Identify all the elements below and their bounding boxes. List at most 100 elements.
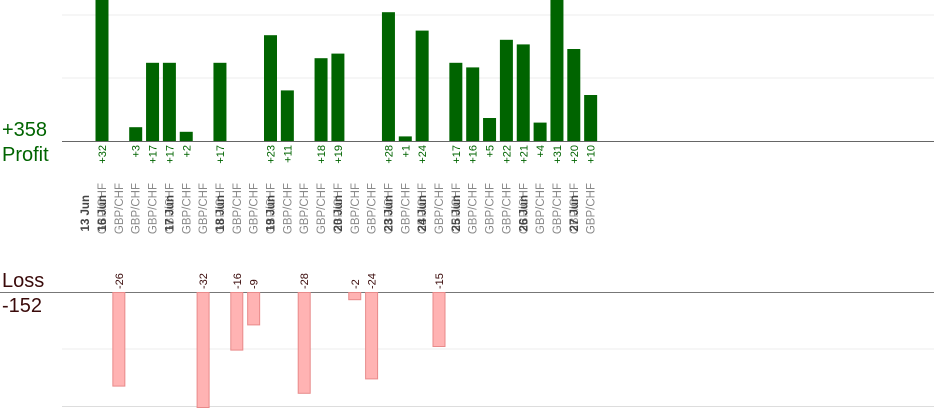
profit-value-label: +17 [215,145,227,164]
profit-bar [483,118,497,141]
profit-value-label: +10 [586,145,598,164]
pair-label: GBP/CHF [350,183,362,234]
profit-bar [146,62,160,141]
profit-value-label: +24 [417,145,429,164]
profit-bar [550,0,564,141]
loss-value-label: -32 [198,273,210,289]
loss-value-label: -16 [232,273,244,289]
pair-label: GBP/CHF [97,183,109,234]
pair-label: GBP/CHF [266,183,278,234]
date-label: 13 Jun [80,195,92,231]
loss-value-label: -24 [367,273,379,289]
profit-value-label: +11 [282,145,294,163]
profit-bar [449,62,463,141]
profit-bar [264,35,277,142]
date-label: 17 Jun [164,195,176,231]
profit-bar [129,127,143,141]
pair-label: GBP/CHF [249,183,261,234]
profit-value-label: +19 [333,145,345,164]
pair-label: GBP/CHF [232,183,244,234]
profit-value-label: +31 [552,145,564,164]
date-label: 18 Jun [215,195,227,231]
profit-bar [162,62,176,141]
pair-label: GBP/CHF [282,183,294,234]
profit-value-label: +20 [569,145,581,164]
profit-value-label: +23 [266,145,278,164]
loss-bar [297,292,311,394]
profit-bar [331,53,345,141]
pair-label: GBP/CHF [198,183,210,234]
date-label: 20 Jun [333,195,345,231]
pair-label: GBP/CHF [552,183,564,234]
profit-bar [95,0,109,141]
profit-bar [398,136,412,141]
pair-label: GBP/CHF [535,183,547,234]
profit-value-label: +22 [501,145,513,164]
pair-label: GBP/CHF [131,183,143,234]
pair-label: GBP/CHF [434,183,446,234]
pair-label: GBP/CHF [367,183,379,234]
profit-value-label: +3 [131,145,143,158]
profit-value-label: +1 [400,145,412,158]
pair-label: GBP/CHF [586,183,598,234]
loss-bar [112,292,126,387]
loss-value-label: -2 [350,279,362,289]
pair-label: GBP/CHF [215,183,227,234]
pair-label: GBP/CHF [451,183,463,234]
profit-value-label: +17 [148,145,160,164]
profit-label: Profit [2,144,49,166]
pair-label: GBP/CHF [164,183,176,234]
date-label: 27 Jun [569,195,581,231]
loss-value-label: -9 [249,279,261,289]
pair-label: GBP/CHF [518,183,530,234]
pair-label: GBP/CHF [299,183,311,234]
profit-bar [533,122,547,141]
profit-value-label: +17 [451,145,463,164]
profit-total: +358 [2,119,48,141]
pair-label: GBP/CHF [114,183,126,234]
pair-label: GBP/CHF [181,183,193,234]
profit-value-label: +4 [535,145,547,158]
loss-label: Loss [2,270,45,292]
profit-bar [381,12,395,142]
loss-bar [348,292,362,301]
pair-label: GBP/CHF [383,183,395,234]
pair-label: GBP/CHF [569,183,581,234]
date-label: 24 Jun [417,195,429,231]
profit-bar [179,131,193,141]
pair-label: GBP/CHF [468,183,480,234]
date-label: 19 Jun [266,195,278,231]
profit-bar [314,58,328,142]
loss-value-label: -15 [434,273,446,289]
profit-value-label: +32 [97,145,109,164]
pair-label: GBP/CHF [501,183,513,234]
loss-bar [432,292,446,347]
pair-label: GBP/CHF [485,183,497,234]
date-label: 16 Jun [97,195,109,231]
pair-label: GBP/CHF [417,183,429,234]
profit-bar [584,95,598,141]
profit-bar [280,90,294,141]
profit-bar [567,49,581,141]
loss-bar [365,292,379,380]
profit-value-label: +17 [164,145,176,164]
pair-label: GBP/CHF [333,183,345,234]
loss-bar [230,292,244,351]
profit-value-label: +16 [468,145,480,164]
profit-bar [415,30,429,142]
profit-value-label: +28 [383,145,395,164]
loss-bar [247,292,261,326]
profit-value-label: +2 [181,145,193,158]
loss-total: -152 [2,295,43,317]
profit-bar [499,39,513,141]
profit-bar [213,62,227,141]
loss-value-label: -26 [114,273,126,289]
date-label: 25 Jun [451,195,463,231]
profit-bar [466,67,480,141]
pair-label: GBP/CHF [316,183,328,234]
profit-value-label: +21 [518,145,530,164]
profit-value-label: +18 [316,145,328,164]
profit-bar [516,44,530,141]
date-label: 23 Jun [383,195,395,231]
